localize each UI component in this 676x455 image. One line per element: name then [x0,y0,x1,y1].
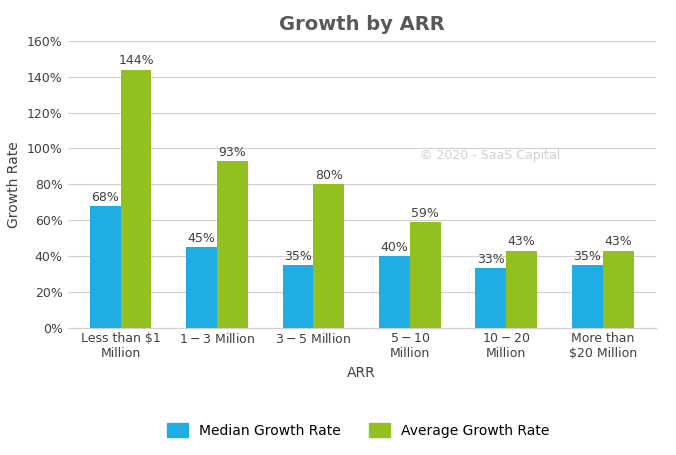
Bar [410,222,441,328]
Legend: Median Growth Rate, Average Growth Rate: Median Growth Rate, Average Growth Rate [162,418,555,444]
Text: © 2020 - SaaS Capital: © 2020 - SaaS Capital [420,149,560,162]
Text: 35%: 35% [573,250,601,263]
Bar [314,184,344,328]
Text: 93%: 93% [218,146,246,159]
Bar [506,251,537,328]
Bar [572,265,603,328]
X-axis label: ARR: ARR [347,366,376,380]
Bar [283,265,314,328]
Bar [90,206,120,328]
Bar [217,161,248,328]
Title: Growth by ARR: Growth by ARR [279,15,445,34]
Text: 68%: 68% [91,191,119,204]
Text: 80%: 80% [315,169,343,182]
Text: 35%: 35% [284,250,312,263]
Bar [603,251,633,328]
Text: 144%: 144% [118,55,154,67]
Bar [379,256,410,328]
Text: 43%: 43% [508,235,535,248]
Text: 59%: 59% [412,207,439,220]
Text: 45%: 45% [188,232,216,245]
Bar [186,247,217,328]
Bar [120,70,151,328]
Text: 33%: 33% [477,253,505,266]
Text: 43%: 43% [604,235,632,248]
Bar [475,268,506,328]
Text: 40%: 40% [381,241,408,254]
Y-axis label: Growth Rate: Growth Rate [7,141,22,228]
